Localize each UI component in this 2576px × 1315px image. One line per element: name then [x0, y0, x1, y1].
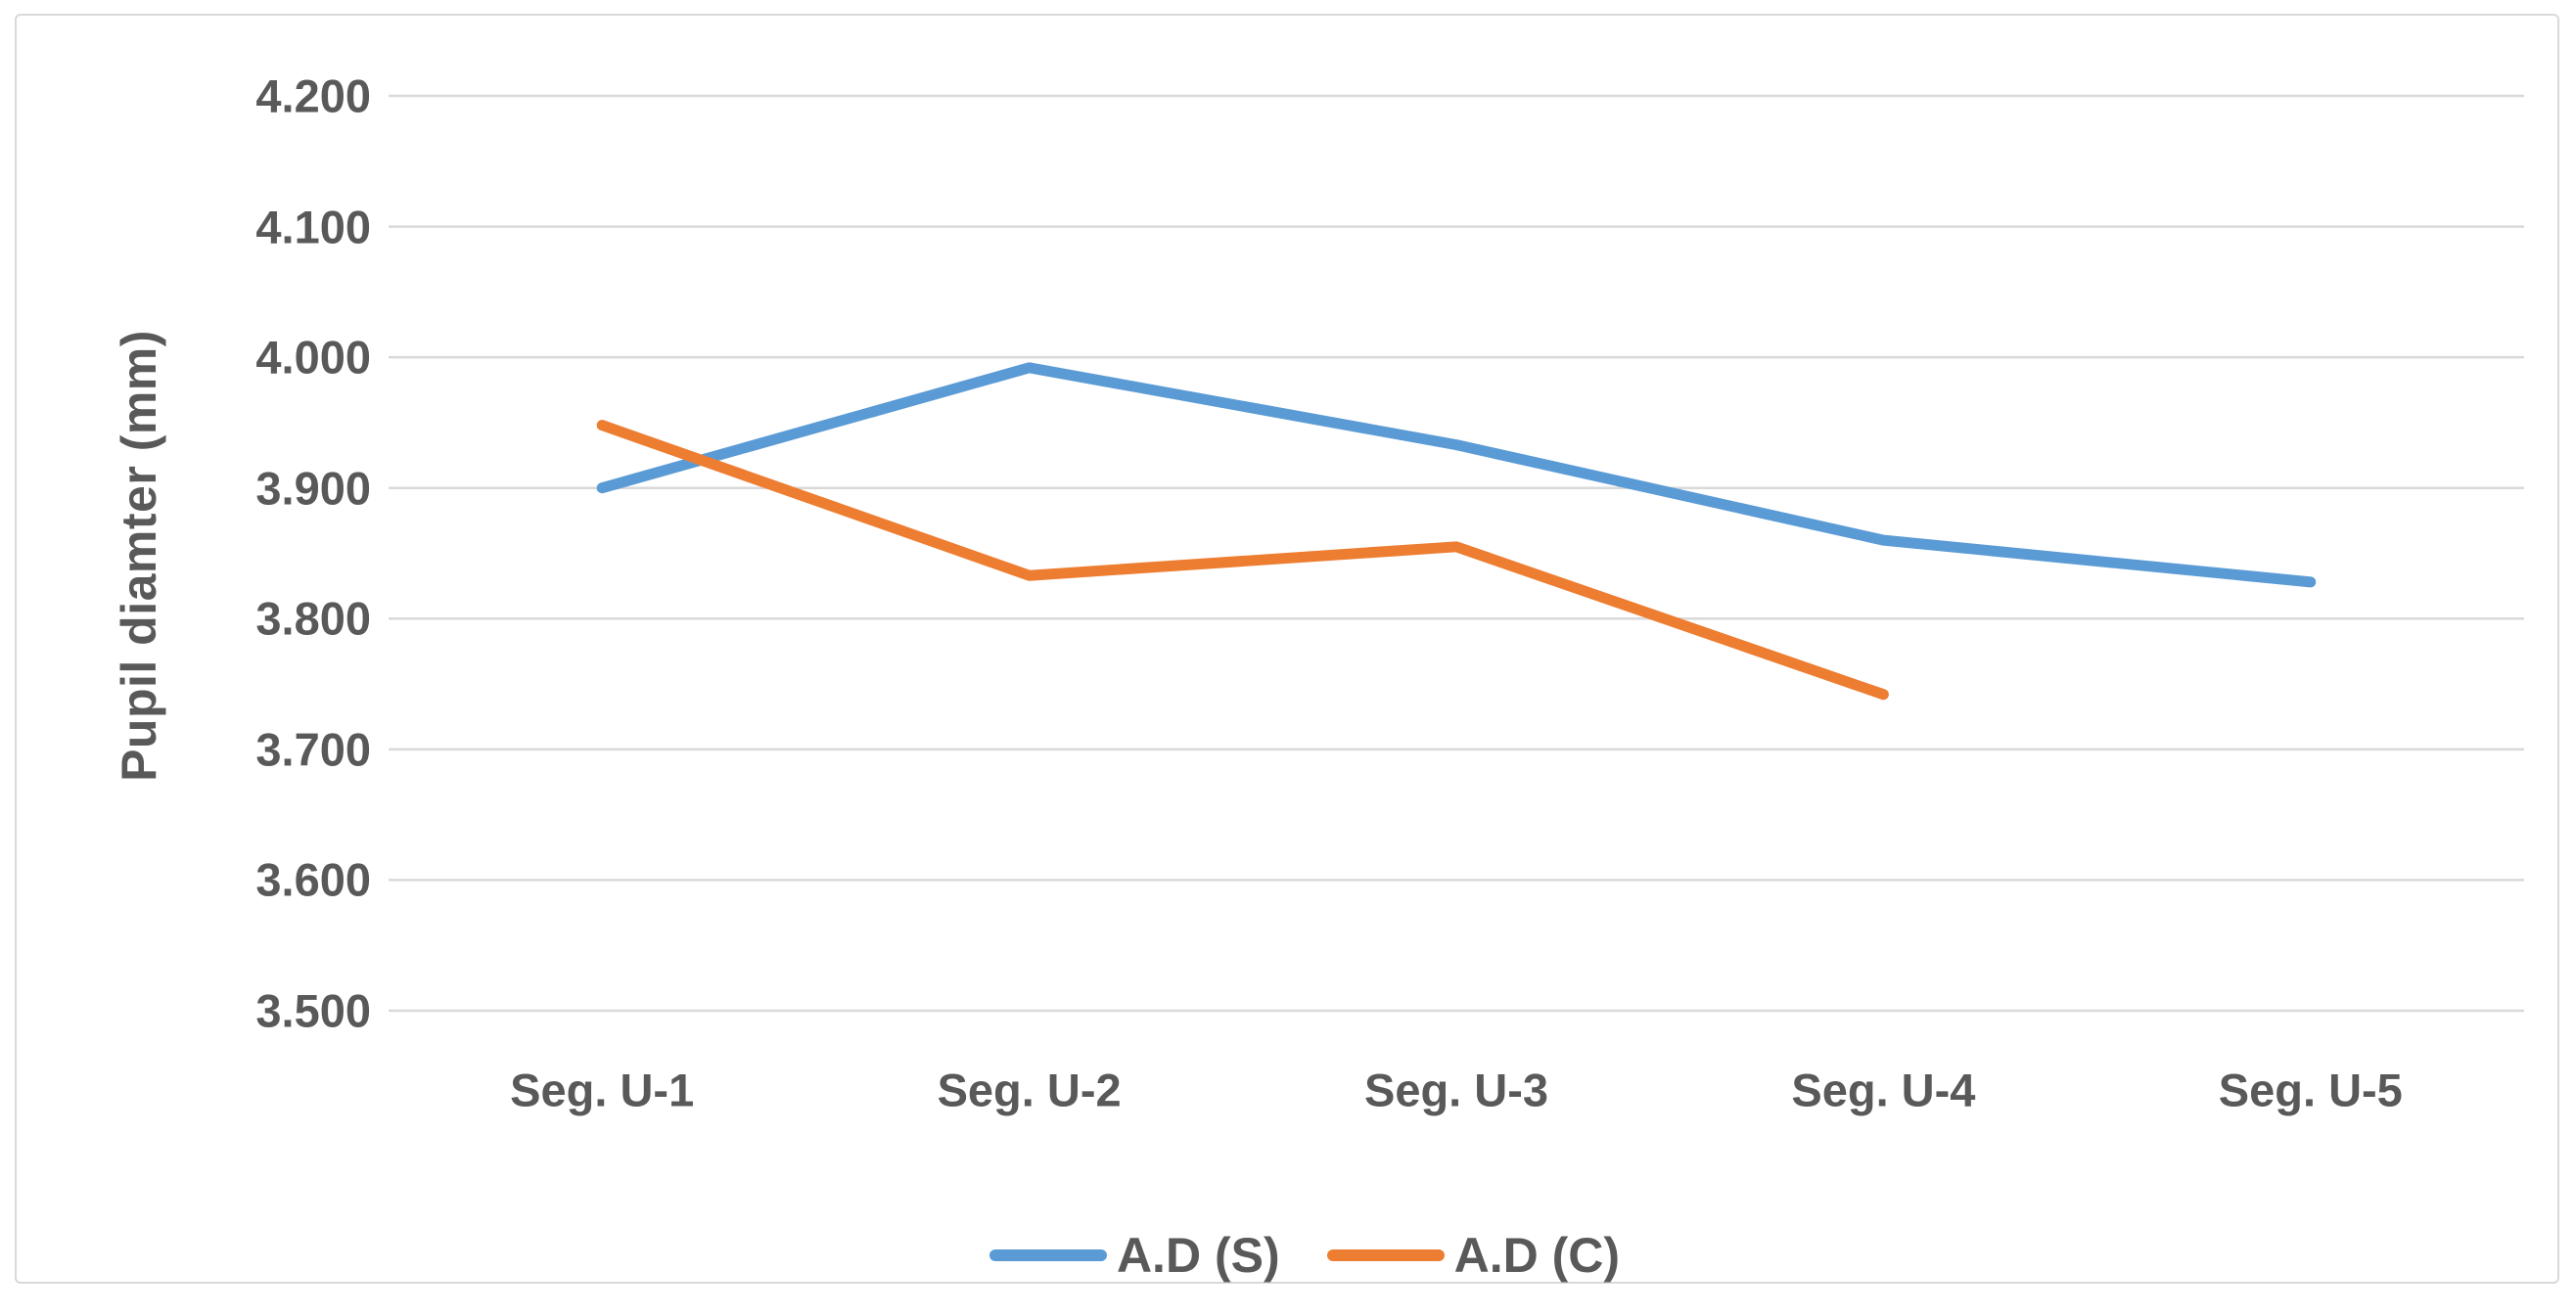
- y-tick-label: 4.100: [255, 201, 371, 253]
- y-tick-label: 3.800: [255, 592, 371, 645]
- legend-label: A.D (S): [1116, 1228, 1280, 1283]
- x-category-label: Seg. U-4: [1791, 1064, 1976, 1116]
- legend: A.D (S) A.D (C): [17, 1227, 2576, 1284]
- y-tick-label: 3.600: [255, 853, 371, 906]
- y-tick-label: 4.000: [255, 331, 371, 384]
- x-category-label: Seg. U-5: [2218, 1064, 2403, 1116]
- y-axis-title: Pupil diamter (mm): [112, 330, 166, 782]
- legend-line-swatch: [989, 1249, 1107, 1261]
- series-line-a-d-c: [596, 420, 1889, 701]
- y-tick-label: 3.700: [255, 723, 371, 776]
- chart-figure: Pupil diamter (mm) 3.500 3.600 3.700 3.800 3…: [15, 14, 2559, 1284]
- plot-area: [389, 94, 2524, 1013]
- y-tick-label: 3.900: [255, 462, 371, 515]
- series-line-a-d-s: [596, 362, 2317, 588]
- y-tick-label: 3.500: [255, 984, 371, 1037]
- x-category-label: Seg. U-1: [510, 1064, 695, 1116]
- legend-line-swatch: [1326, 1249, 1445, 1261]
- legend-item: A.D (S): [989, 1227, 1280, 1284]
- x-category-label: Seg. U-3: [1363, 1064, 1549, 1116]
- legend-label: A.D (C): [1453, 1228, 1621, 1283]
- x-category-label: Seg. U-2: [937, 1064, 1122, 1116]
- y-tick-label: 4.200: [255, 69, 371, 122]
- legend-item: A.D (C): [1326, 1227, 1621, 1284]
